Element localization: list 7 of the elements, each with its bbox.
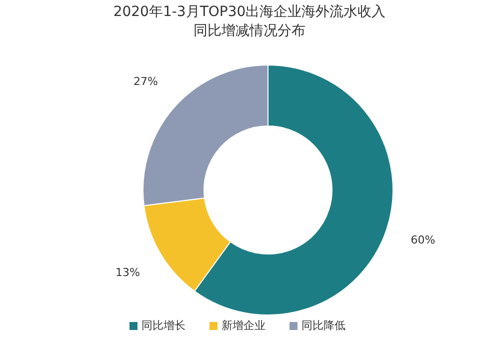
legend-label: 同比降低 (302, 319, 346, 332)
data-label: 60% (410, 233, 436, 246)
legend-label: 同比增长 (142, 319, 186, 332)
chart-title: 2020年1-3月TOP30出海企业海外流水收入同比增减情况分布 (113, 4, 386, 39)
data-label: 13% (115, 266, 140, 279)
data-label: 27% (134, 75, 158, 88)
legend-label: 新增企业 (222, 319, 266, 332)
